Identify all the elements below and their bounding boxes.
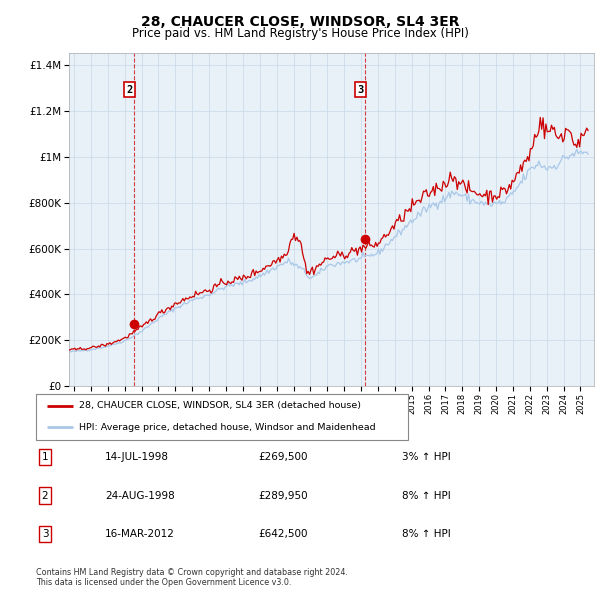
Text: 2: 2 [41, 491, 49, 500]
Text: 1: 1 [41, 453, 49, 462]
Text: 3% ↑ HPI: 3% ↑ HPI [402, 453, 451, 462]
Text: 24-AUG-1998: 24-AUG-1998 [105, 491, 175, 500]
Text: 3: 3 [357, 85, 364, 95]
Text: 8% ↑ HPI: 8% ↑ HPI [402, 529, 451, 539]
Text: Contains HM Land Registry data © Crown copyright and database right 2024.
This d: Contains HM Land Registry data © Crown c… [36, 568, 348, 587]
Text: 16-MAR-2012: 16-MAR-2012 [105, 529, 175, 539]
Text: Price paid vs. HM Land Registry's House Price Index (HPI): Price paid vs. HM Land Registry's House … [131, 27, 469, 40]
Text: £289,950: £289,950 [258, 491, 308, 500]
Text: £642,500: £642,500 [258, 529, 308, 539]
Text: 2: 2 [127, 85, 133, 95]
Text: 28, CHAUCER CLOSE, WINDSOR, SL4 3ER (detached house): 28, CHAUCER CLOSE, WINDSOR, SL4 3ER (det… [79, 401, 361, 411]
Text: 28, CHAUCER CLOSE, WINDSOR, SL4 3ER: 28, CHAUCER CLOSE, WINDSOR, SL4 3ER [141, 15, 459, 29]
Text: HPI: Average price, detached house, Windsor and Maidenhead: HPI: Average price, detached house, Wind… [79, 422, 376, 432]
Text: 8% ↑ HPI: 8% ↑ HPI [402, 491, 451, 500]
Text: 3: 3 [41, 529, 49, 539]
Text: £269,500: £269,500 [258, 453, 308, 462]
Text: 14-JUL-1998: 14-JUL-1998 [105, 453, 169, 462]
